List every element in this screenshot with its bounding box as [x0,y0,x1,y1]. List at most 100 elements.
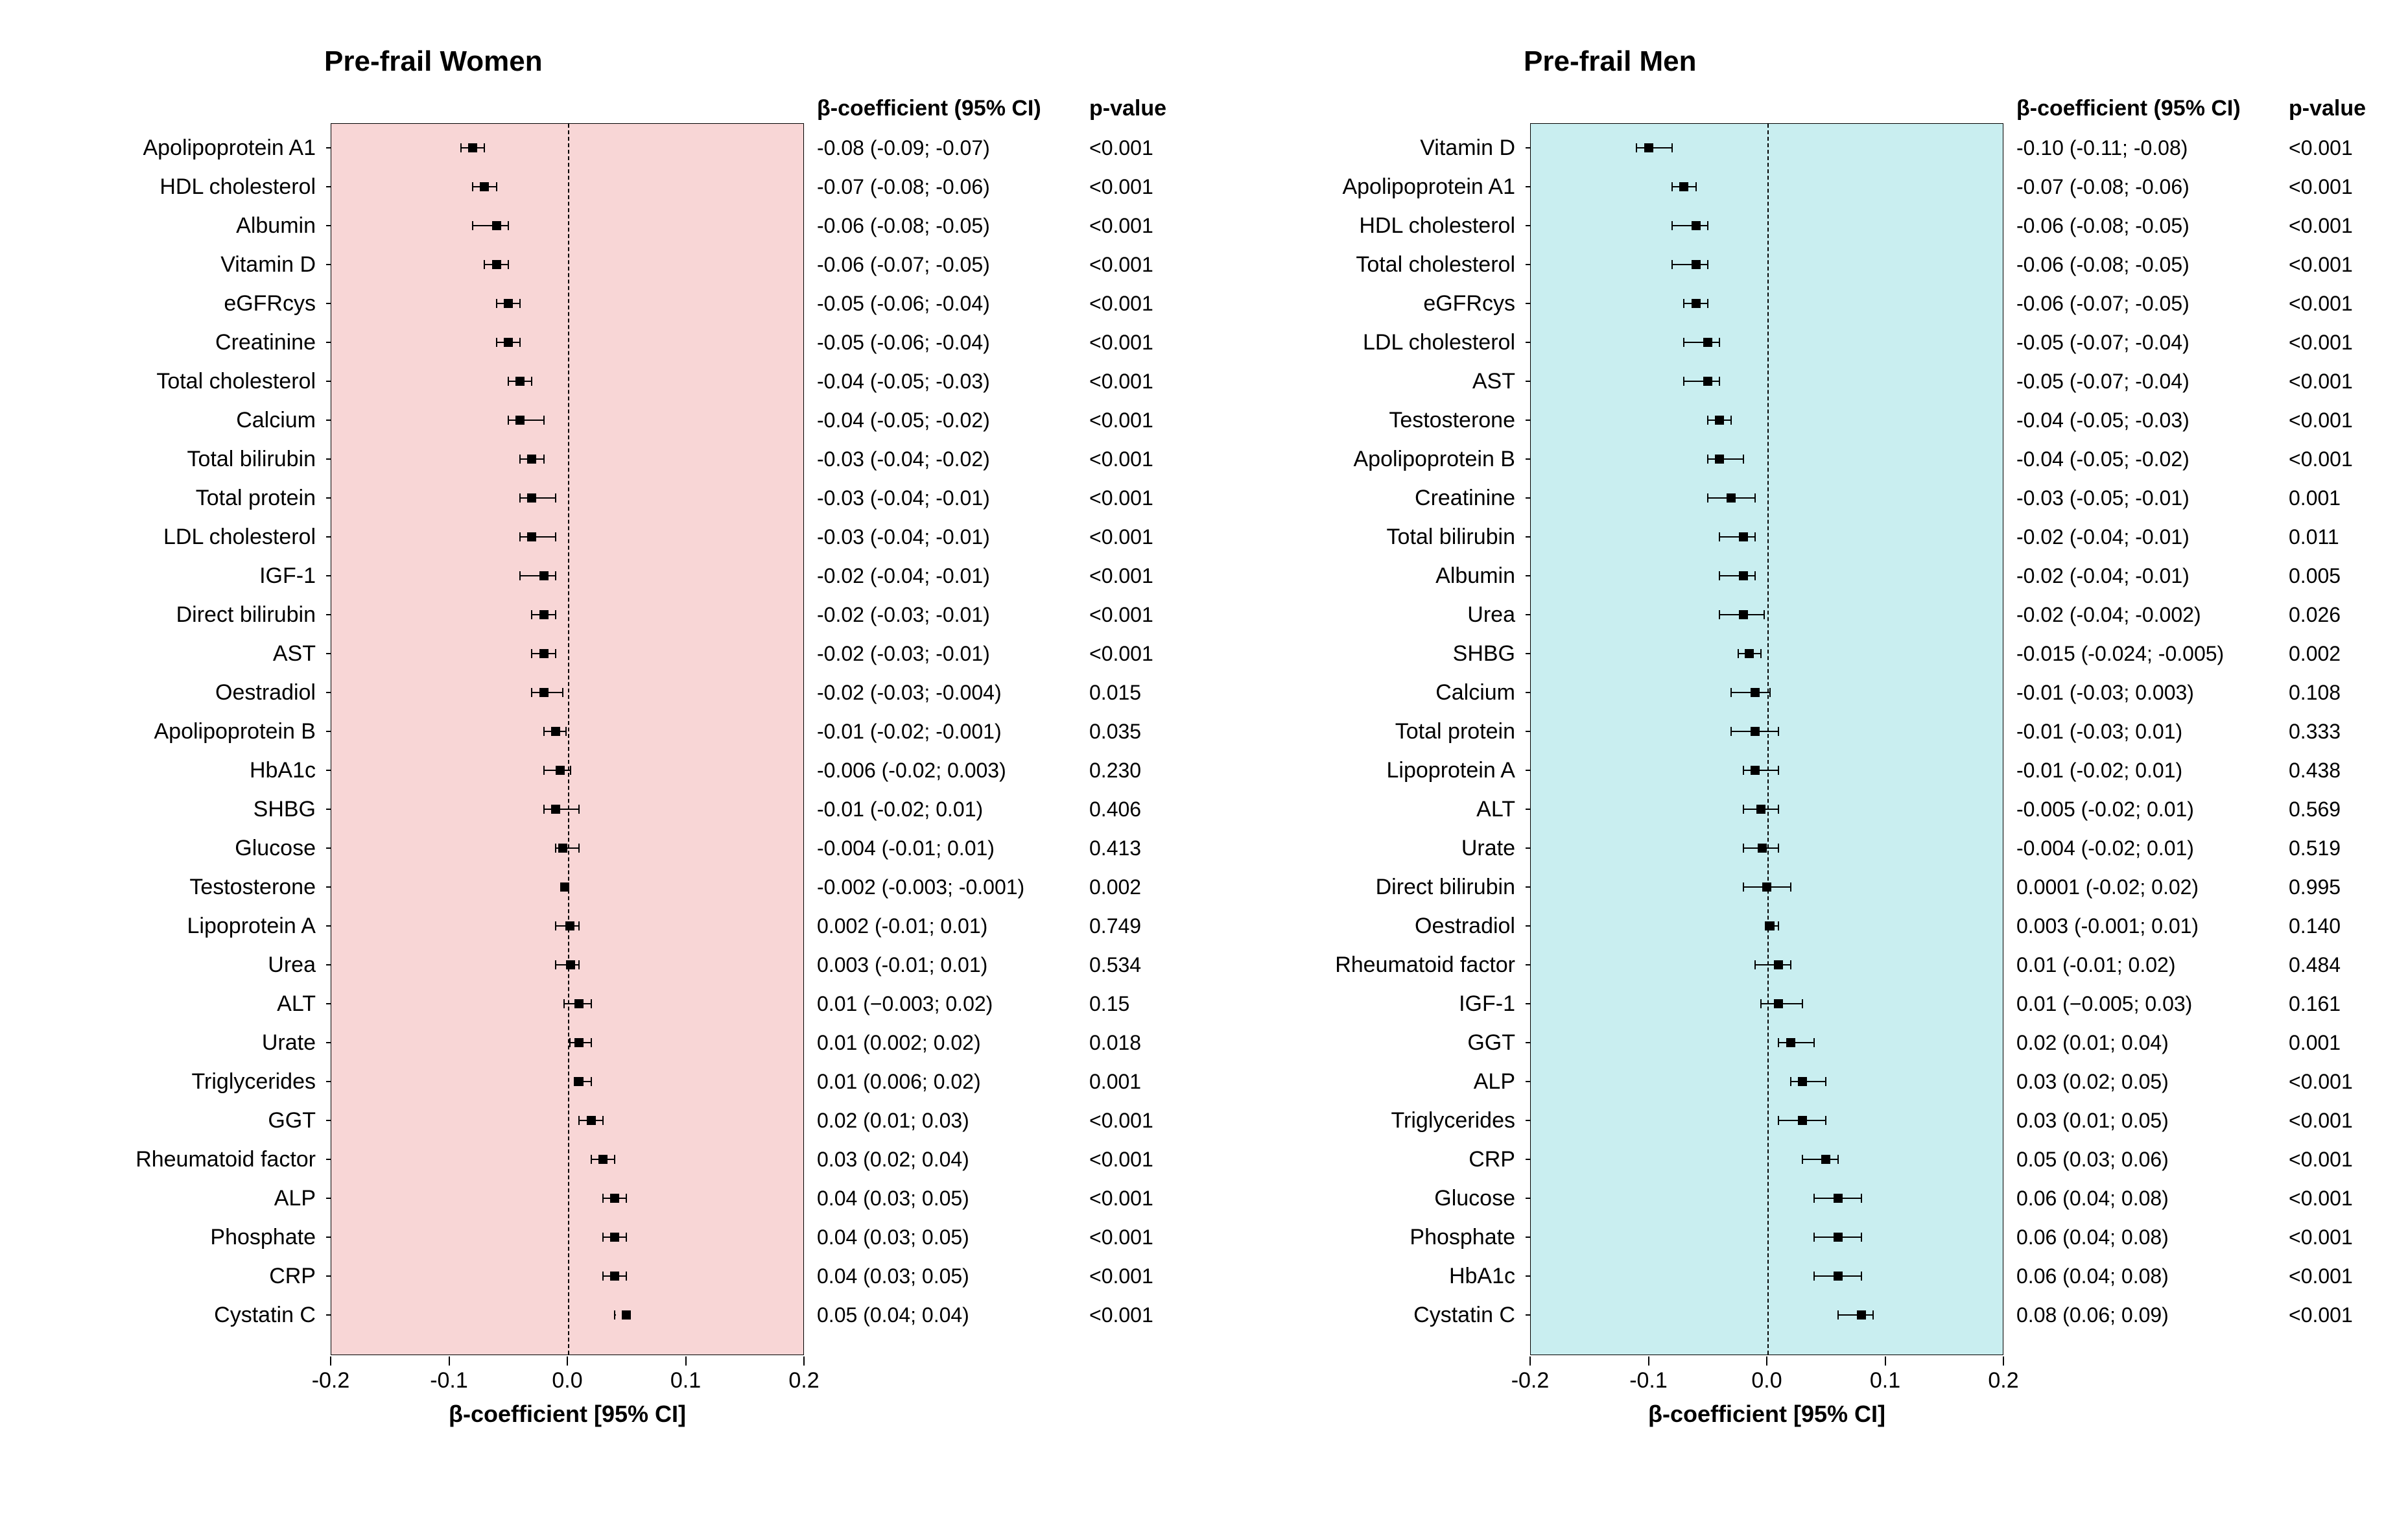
forest-row: eGFRcys-0.05 (-0.06; -0.04)<0.001 [26,284,1193,323]
col-header-pvalue: p-value [2289,96,2392,121]
biomarker-label: Apolipoprotein A1 [26,128,321,167]
point-estimate-marker [1739,571,1748,580]
beta-ci-text: 0.02 (0.01; 0.04) [2016,1023,2289,1062]
ci-whisker [520,575,556,576]
beta-ci-text: -0.04 (-0.05; -0.03) [817,362,1089,401]
biomarker-label: SHBG [26,790,321,829]
beta-ci-text: -0.02 (-0.04; -0.01) [2016,556,2289,595]
point-estimate-marker [1857,1310,1866,1320]
pvalue-text: 0.002 [2289,634,2392,673]
beta-ci-text: -0.01 (-0.03; 0.003) [2016,673,2289,712]
ci-cap [472,182,473,191]
x-tick-label: 0.1 [670,1368,701,1393]
beta-ci-text: -0.04 (-0.05; -0.02) [2016,440,2289,479]
y-tick [326,1120,331,1121]
y-tick [1526,342,1531,343]
ci-cap [543,805,545,814]
point-estimate-marker [492,221,501,230]
y-tick [326,147,331,148]
y-tick [1526,847,1531,849]
ci-cap [1730,727,1732,736]
beta-ci-text: -0.01 (-0.02; 0.01) [817,790,1089,829]
beta-ci-text: 0.01 (-0.01; 0.02) [2016,945,2289,984]
y-tick [326,886,331,888]
beta-ci-text: 0.01 (−0.005; 0.03) [2016,984,2289,1023]
x-tick-label: 0.2 [1988,1368,2018,1393]
beta-ci-text: -0.015 (-0.024; -0.005) [2016,634,2289,673]
ci-whisker [1743,770,1779,771]
pvalue-text: 0.230 [1089,751,1193,790]
ci-cap [496,299,497,308]
pvalue-text: <0.001 [1089,479,1193,517]
ci-cap [1707,416,1708,425]
forest-row: IGF-1-0.02 (-0.04; -0.01)<0.001 [26,556,1193,595]
beta-ci-text: -0.06 (-0.08; -0.05) [2016,206,2289,245]
pvalue-text: 0.519 [2289,829,2392,868]
forest-row: Rheumatoid factor0.03 (0.02; 0.04)<0.001 [26,1140,1193,1179]
forest-row: Rheumatoid factor0.01 (-0.01; 0.02)0.484 [1225,945,2392,984]
beta-ci-text: -0.06 (-0.08; -0.05) [817,206,1089,245]
forest-row: Triglycerides0.01 (0.006; 0.02)0.001 [26,1062,1193,1101]
pvalue-text: <0.001 [1089,362,1193,401]
pvalue-text: <0.001 [2289,440,2392,479]
ci-cap [1671,260,1673,269]
biomarker-label: Total cholesterol [1225,245,1520,284]
beta-ci-text: 0.04 (0.03; 0.05) [817,1179,1089,1218]
point-estimate-marker [527,455,536,464]
biomarker-label: HbA1c [26,751,321,790]
beta-ci-text: 0.002 (-0.01; 0.01) [817,906,1089,945]
ci-cap [591,1155,592,1164]
ci-cap [1754,493,1756,503]
pvalue-text: 0.026 [2289,595,2392,634]
forest-row: Vitamin D-0.06 (-0.07; -0.05)<0.001 [26,245,1193,284]
pvalue-text: <0.001 [2289,401,2392,440]
ci-cap [578,1116,580,1125]
beta-ci-text: -0.03 (-0.04; -0.01) [817,479,1089,517]
ci-cap [1837,1310,1839,1320]
point-estimate-marker [610,1272,619,1281]
ci-cap [1802,1155,1803,1164]
forest-row: Apolipoprotein A1-0.08 (-0.09; -0.07)<0.… [26,128,1193,167]
biomarker-label: Urea [26,945,321,984]
forest-row: Glucose-0.004 (-0.01; 0.01)0.413 [26,829,1193,868]
beta-ci-text: -0.05 (-0.06; -0.04) [817,323,1089,362]
x-tick-label: 0.0 [552,1368,582,1393]
ci-cap [555,844,556,853]
ci-cap [555,493,556,503]
forest-row: Apolipoprotein A1-0.07 (-0.08; -0.06)<0.… [1225,167,2392,206]
ci-cap [1707,455,1708,464]
beta-ci-text: -0.01 (-0.02; 0.01) [2016,751,2289,790]
forest-row: GGT0.02 (0.01; 0.03)<0.001 [26,1101,1193,1140]
pvalue-text: <0.001 [1089,1257,1193,1296]
forest-row: Creatinine-0.05 (-0.06; -0.04)<0.001 [26,323,1193,362]
point-estimate-marker [515,377,525,386]
pvalue-text: <0.001 [1089,595,1193,634]
forest-row: SHBG-0.01 (-0.02; 0.01)0.406 [26,790,1193,829]
pvalue-text: <0.001 [1089,401,1193,440]
ci-cap [563,999,565,1008]
y-tick [326,186,331,187]
y-tick [326,225,331,226]
biomarker-label: eGFRcys [1225,284,1520,323]
beta-ci-text: -0.02 (-0.03; -0.01) [817,595,1089,634]
ci-cap [1764,610,1765,619]
biomarker-label: ALT [26,984,321,1023]
forest-row: Cystatin C0.08 (0.06; 0.09)<0.001 [1225,1296,2392,1334]
y-tick [1526,575,1531,576]
forest-row: Urate-0.004 (-0.02; 0.01)0.519 [1225,829,2392,868]
ci-cap [1683,377,1684,386]
ci-cap [496,182,497,191]
y-tick [1526,925,1531,927]
point-estimate-marker [1745,649,1754,658]
ci-cap [1790,960,1791,969]
beta-ci-text: -0.06 (-0.07; -0.05) [817,245,1089,284]
panel-women: Pre-frail Women β-coefficient (95% CI) p… [26,45,1193,1459]
pvalue-text: <0.001 [2289,1062,2392,1101]
beta-ci-text: -0.05 (-0.07; -0.04) [2016,362,2289,401]
biomarker-label: Vitamin D [1225,128,1520,167]
biomarker-label: GGT [26,1101,321,1140]
ci-cap [626,1272,627,1281]
ci-cap [602,1233,604,1242]
ci-whisker [520,536,556,538]
point-estimate-marker [504,338,513,347]
